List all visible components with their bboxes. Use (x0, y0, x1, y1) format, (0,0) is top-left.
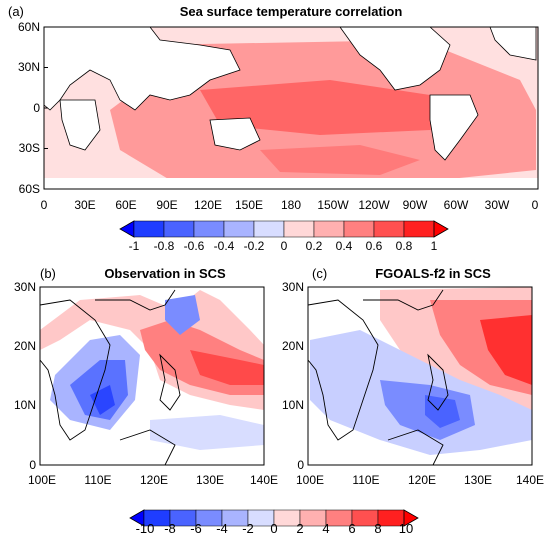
panel-c-lon-label: 100E (295, 473, 325, 487)
panel-a-lon-label: 150W (317, 198, 349, 212)
panel-b-taiwan-blue (165, 295, 200, 335)
panel-a-lon-label: 120W (358, 198, 390, 212)
panel-b-lon-label: 110E (84, 473, 112, 487)
panel-a-lat-label: 60N (17, 20, 40, 34)
panel-b-lon-label: 120E (139, 473, 169, 487)
panel-c-lon-label: 140E (515, 473, 545, 487)
panel-b-strong-blue (90, 385, 115, 415)
panel-b-label: (b) (40, 266, 56, 281)
panel-c-lon-label: 120E (407, 473, 437, 487)
bottom-colorbar (129, 509, 419, 527)
colorbar-a-label: -0.2 (243, 239, 265, 253)
panel-c-lon-label: 130E (463, 473, 493, 487)
panel-a-lon-label: 90E (156, 198, 178, 212)
panel-b-coastline-china (95, 289, 176, 311)
colorbar-b-label: 4 (322, 521, 330, 536)
panel-a-south-america (429, 94, 479, 161)
colorbar-a-label: -0.6 (183, 239, 205, 253)
panel-a-lon-label: 180 (280, 198, 302, 212)
panel-b-lon-label: 130E (195, 473, 225, 487)
panel-a-label: (a) (8, 4, 24, 19)
panel-c-coastline-philippines (427, 353, 449, 411)
panel-c-title: FGOALS-f2 in SCS (375, 266, 491, 281)
colorbar-b-label: -2 (242, 521, 254, 536)
panel-b-title: Observation in SCS (104, 266, 226, 281)
colorbar-b-label: -4 (216, 521, 228, 536)
panel-b-lon-label: 140E (249, 473, 279, 487)
panel-c-strong-blue (425, 395, 460, 428)
panel-b-lat-label: 10N (13, 398, 36, 412)
panel-c-lat-label: 10N (281, 398, 304, 412)
panel-c-lat-label: 0 (297, 458, 304, 472)
panel-a-lon-label: 0 (531, 198, 539, 212)
panel-a-north-america (339, 26, 451, 91)
panel-a-lon-label: 0 (40, 198, 48, 212)
panel-a-map (43, 26, 539, 190)
panel-a-lon-label: 60W (443, 198, 469, 212)
colorbar-a-label: -0.8 (153, 239, 175, 253)
colorbar-a-label: -1 (128, 239, 140, 253)
panel-c-label: (c) (312, 266, 328, 281)
panel-c-frame (307, 286, 533, 466)
panel-a-antarctic-band (44, 178, 538, 189)
panel-b-frame (39, 286, 265, 466)
panel-b-lat-label: 30N (13, 280, 36, 294)
panel-a-lat-label: 30S (18, 141, 40, 155)
colorbar-a-label: 0.8 (395, 239, 413, 253)
colorbar-b-label: -6 (190, 521, 202, 536)
panel-a-lon-label: 60E (115, 198, 137, 212)
panel-b-lat-label: 20N (13, 339, 36, 353)
panel-a-lat-label: 0 (33, 101, 40, 115)
colorbar-b-right-arrow (403, 509, 419, 527)
colorbar-a-right-arrow (433, 220, 449, 238)
colorbar-a-label: 0 (280, 239, 288, 253)
colorbar-b-label: 2 (296, 521, 304, 536)
panel-c-coastline-indochina (307, 299, 379, 441)
colorbar-a-left-arrow (119, 220, 135, 238)
panel-c-map (307, 286, 533, 466)
panel-a-colorbar (119, 220, 449, 238)
panel-b-map (39, 286, 265, 466)
panel-b-strong-red (190, 350, 264, 385)
panel-a-red-field-2 (200, 80, 470, 135)
colorbar-b-label: 6 (348, 521, 356, 536)
panel-a-title: Sea surface temperature correlation (179, 4, 403, 19)
panel-c-lon-label: 110E (352, 473, 380, 487)
colorbar-a-label: 1 (430, 239, 438, 253)
colorbar-b-label: -8 (164, 521, 176, 536)
panel-b-coastline-philippines (159, 353, 181, 411)
panel-a-lon-label: 120E (193, 198, 223, 212)
panel-a-lon-label: 30E (74, 198, 96, 212)
colorbar-b-label: 8 (374, 521, 382, 536)
colorbar-b-label: 0 (270, 521, 278, 536)
panel-a-lon-label: 30W (484, 198, 510, 212)
panel-a-lat-ticks (44, 26, 48, 190)
colorbar-b-label: 10 (398, 521, 414, 536)
panel-a-australia (209, 117, 261, 151)
panel-c-coastline-borneo (387, 429, 444, 466)
panel-c-lat-label: 20N (281, 339, 304, 353)
panel-a-lat-label: 30N (17, 60, 40, 74)
panel-a-africa-south (59, 99, 101, 151)
colorbar-a-label: 0.2 (305, 239, 323, 253)
panel-b-lat-label: 0 (29, 458, 36, 472)
colorbar-a-label: -0.4 (213, 239, 235, 253)
panel-a-lon-label: 90W (402, 198, 428, 212)
panel-b-south-blue (150, 415, 264, 450)
panel-a-red-field-3 (260, 145, 420, 175)
panel-a-lat-label: 60S (18, 182, 40, 196)
panel-c-lat-label: 30N (281, 280, 304, 294)
colorbar-b-label: -10 (135, 521, 155, 536)
panel-c-coastline-china (363, 289, 444, 311)
panel-c-strong-red (480, 315, 532, 385)
panel-b-lon-label: 100E (27, 473, 57, 487)
panel-b-coastline-borneo (119, 429, 176, 466)
panel-a-lon-label: 150E (234, 198, 264, 212)
colorbar-a-label: 0.4 (335, 239, 353, 253)
colorbar-a-label: 0.6 (365, 239, 383, 253)
panel-b-coastline-indochina (39, 299, 111, 441)
